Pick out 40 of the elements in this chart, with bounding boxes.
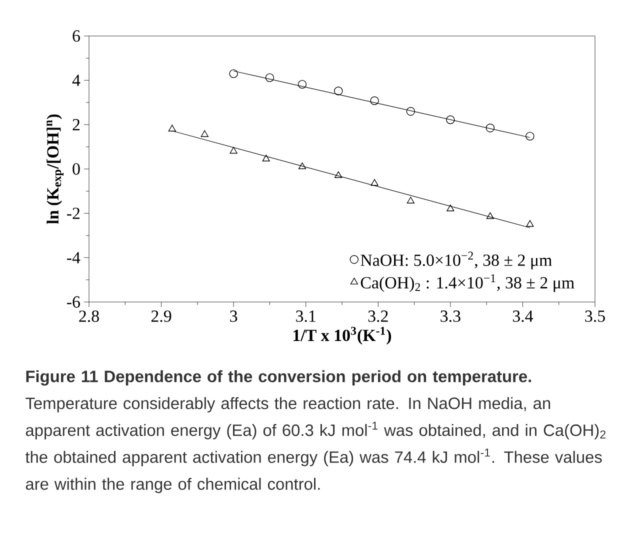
- point: [370, 96, 379, 106]
- text: Figure 11 Dependence of the conversion period on temperature. Temperature considerably affects the reaction rate. In NaOH media, an apparent activation energy (Ea) of 60.3 kJ mol$^{-1}$ was obtained, and in Ca(OH)$_{2}$ the obtained apparent activation energy (Ea) was 74.4 kJ mol$^{-1}$. These values are within the range of chemical control.: [25, 370, 606, 494]
- point: [370, 179, 378, 186]
- point: [486, 212, 494, 219]
- x-tick-label: 2.9: [151, 310, 172, 322]
- point: [526, 220, 534, 227]
- point: [200, 130, 208, 137]
- point: [486, 124, 495, 132]
- x-axis-title: 1/T x 10$^{3}$(K$^{-1}$): [294, 326, 392, 345]
- point: [298, 162, 306, 170]
- point: [168, 124, 176, 132]
- point: [446, 115, 455, 124]
- y-tick-label: -4: [67, 252, 80, 264]
- y-tick-label: 0: [72, 163, 80, 175]
- x-tick-label: 3: [230, 310, 238, 322]
- point: [334, 171, 342, 178]
- point: [230, 146, 238, 154]
- y-tick-label: -6: [67, 296, 80, 308]
- point: [406, 196, 414, 204]
- point: [526, 132, 534, 141]
- point: [334, 86, 343, 96]
- x-tick-label: 3.4: [512, 310, 534, 322]
- legend-label: Ca(OH)$_{2}$ : 1.4×10$^{−1}$, 38 ± 2 μm: [360, 274, 574, 292]
- y-tick-label: 4: [72, 74, 80, 86]
- x-tick-label: 3.5: [585, 310, 605, 322]
- point: [262, 154, 270, 162]
- point: [265, 73, 274, 82]
- point: [229, 69, 238, 78]
- y-axis-title: ln (K$_{exp}$/[OH]$^{n}$): [46, 114, 64, 224]
- y-tick-label: 2: [72, 119, 80, 130]
- x-tick-label: 3.2: [368, 310, 388, 322]
- x-tick-label: 2.8: [79, 310, 99, 322]
- x-tick-label: 3.1: [296, 310, 316, 322]
- y-tick-label: -2: [67, 208, 80, 219]
- legend-label: NaOH: 5.0×10$^{−2}$, 38 ± 2 μm: [360, 252, 552, 270]
- point: [406, 107, 416, 116]
- point: [446, 204, 454, 212]
- x-tick-label: 3.3: [440, 310, 460, 322]
- y-tick-label: 6: [72, 30, 80, 42]
- point: [298, 80, 307, 89]
